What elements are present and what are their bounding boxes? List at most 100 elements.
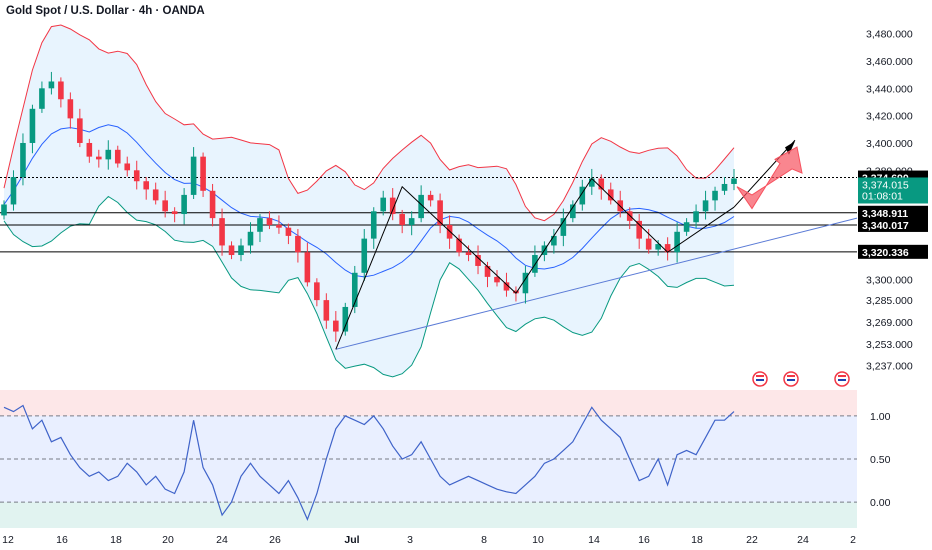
candle-body [276,224,282,228]
candle-body [285,227,292,236]
candle-body [475,255,481,266]
candle-body [522,272,529,294]
candle-body [361,238,368,273]
candle-body [560,218,567,236]
candle-body [484,265,491,277]
candle-body [162,200,168,212]
candle-body [96,156,102,160]
candle-body [247,231,254,246]
time-tick-label: 16 [638,534,650,546]
candle-body [86,142,93,157]
candle-body [607,189,614,201]
candle-body [380,197,387,212]
candle-body [513,290,519,294]
time-tick-label: 16 [56,534,68,546]
candle-body [190,156,197,195]
time-tick-label: 10 [532,534,544,546]
candle-body [58,81,64,100]
flag-stripe [838,375,846,377]
price-label-box [858,205,928,220]
candle-body [437,200,443,225]
candle-body [1,204,7,216]
candle-body [494,276,500,283]
candle-body [427,194,434,201]
candle-body [731,178,737,184]
candle-body [114,149,121,164]
time-tick-label: 3 [407,534,413,546]
time-tick-label: 18 [691,534,703,546]
candle-body [570,204,576,219]
candle-body [351,272,358,307]
flag-stripe [838,379,846,381]
candle-body [29,108,36,143]
candle-body [598,178,605,190]
candle-body [67,99,74,119]
bollinger-basis [3,124,735,278]
price-tick-label: 3,440.000 [866,83,913,95]
current-price-text: 3,374.015 [862,179,909,191]
price-tick-label: 3,400.000 [866,138,913,150]
projection-arrowhead [785,141,795,155]
price-label-text: 3,320.336 [862,247,909,259]
time-tick-label: Jul [344,534,359,546]
event-flag-icon [783,371,799,387]
candle-body [152,189,159,201]
zigzag-pattern [335,177,735,350]
candle-body [257,218,263,232]
candle-body [693,211,699,223]
candle-body [342,306,349,332]
price-tick-label: 3,300.000 [866,275,913,287]
time-tick-label: 26 [269,534,281,546]
price-tick-label: 3,237.000 [866,361,913,373]
bollinger-upper [3,24,735,222]
candle-body [712,190,718,201]
candle-body [664,244,671,253]
candle-body [295,235,301,253]
time-tick-label: 24 [797,534,809,546]
candle-body [721,183,728,191]
candle-body [10,177,17,205]
candle-body [48,81,55,89]
flag-stripe [756,379,764,381]
candle-body [702,200,709,212]
price-label-box [858,244,928,259]
time-tick-label: 22 [746,534,758,546]
time-tick-label: 24 [216,534,228,546]
projection-arrow [736,146,803,210]
candle-body [266,218,273,225]
candle-body [124,163,131,171]
candle-body [39,88,45,109]
candle-body [588,178,595,187]
oscillator-line [3,404,735,522]
candle-body [209,190,216,219]
candle-body [323,300,330,321]
bollinger-lower [3,195,735,378]
price-tick-label: 3,480.000 [866,29,913,41]
countdown-text: 01:08:01 [862,190,903,202]
candle-body [77,118,83,143]
osc-tick-label: 0.50 [870,454,891,466]
price-tick-label: 3,420.000 [866,111,913,123]
time-tick-label: 2 [850,534,856,546]
price-label-text: 3,348.911 [862,208,908,220]
candle-body [181,194,187,215]
candle-body [579,186,586,205]
candle-body [456,238,462,253]
flag-stripe [787,379,795,381]
event-flag-icon [752,371,768,387]
candle-body [551,235,557,246]
osc-overbought-zone [0,390,857,416]
price-tick-label: 3,285.000 [866,295,913,307]
candle-body [503,282,510,291]
candle-body [370,211,377,239]
osc-tick-label: 0.00 [870,497,891,509]
price-label-text: 3,340.017 [862,220,909,232]
candle-body [238,245,244,256]
candle-body [674,231,680,253]
candle-body [418,194,424,219]
candle-body [645,238,652,250]
time-tick-label: 12 [2,534,14,546]
candle-body [200,156,206,191]
trendline [335,217,858,350]
